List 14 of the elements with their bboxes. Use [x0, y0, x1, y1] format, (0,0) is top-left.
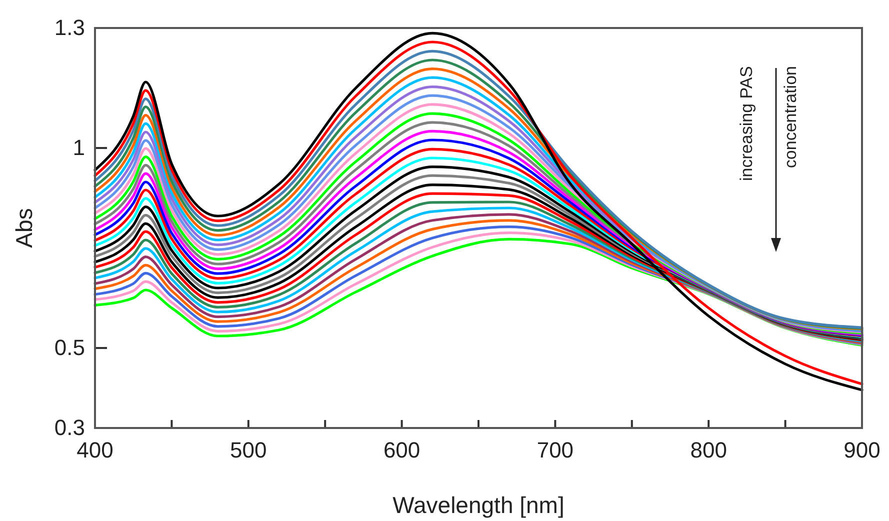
x-tick-label: 800: [690, 438, 727, 463]
annotation: concentration: [781, 66, 800, 168]
y-tick-label: 1.3: [54, 15, 85, 40]
y-tick-label: 0.3: [54, 415, 85, 440]
x-tick-label: 900: [844, 438, 880, 463]
x-tick-label: 400: [76, 438, 114, 463]
y-tick-label: 1: [72, 135, 85, 160]
x-axis-title: Wavelength [nm]: [392, 492, 564, 518]
annotation: increasing PAS: [737, 66, 756, 181]
y-tick-label: 0.5: [54, 335, 85, 360]
x-tick-label: 700: [536, 438, 574, 463]
x-tick-label: 500: [230, 438, 267, 463]
y-axis-title: Abs: [11, 208, 37, 248]
x-tick-label: 600: [383, 438, 420, 463]
